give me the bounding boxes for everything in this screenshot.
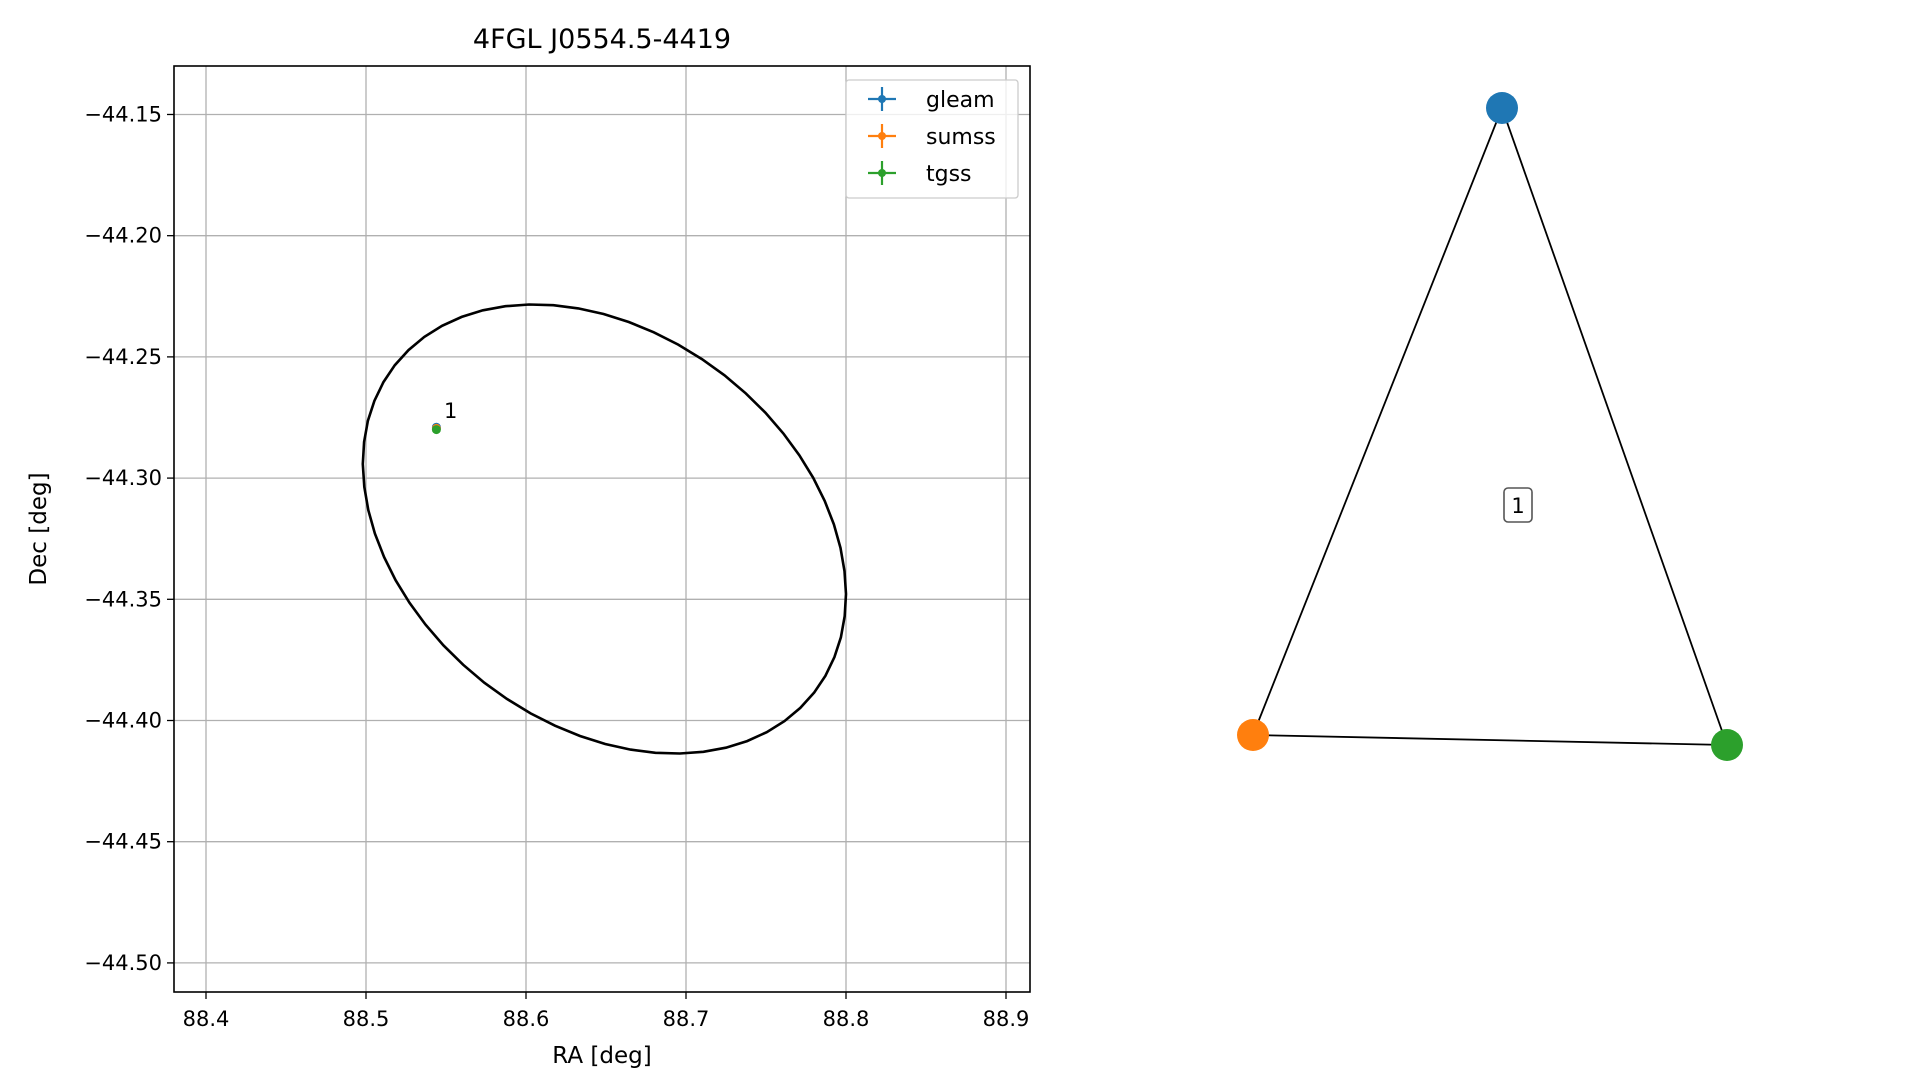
legend-marker-tgss bbox=[878, 169, 886, 177]
y-tick-label: −44.45 bbox=[84, 830, 162, 854]
graph-nodes bbox=[1237, 92, 1743, 761]
data-points bbox=[431, 422, 441, 435]
group-label-text: 1 bbox=[1511, 494, 1524, 518]
legend-label-gleam: gleam bbox=[926, 88, 995, 113]
graph-edge bbox=[1501, 107, 1728, 746]
group-label-box bbox=[1503, 487, 1533, 523]
graph-edges bbox=[1252, 107, 1728, 746]
point-annotation: 1 bbox=[444, 399, 457, 423]
legend-label-tgss: tgss bbox=[926, 162, 972, 187]
legend-frame bbox=[845, 79, 1019, 199]
y-tick-label: −44.30 bbox=[84, 466, 162, 490]
x-tick-label: 88.5 bbox=[343, 1007, 390, 1031]
legend-marker-gleam bbox=[878, 95, 886, 103]
x-tick-label: 88.9 bbox=[983, 1007, 1030, 1031]
graph-node-tgss bbox=[1711, 729, 1743, 761]
y-tick-label: −44.20 bbox=[84, 224, 162, 248]
chart-title: 4FGL J0554.5-4419 bbox=[473, 24, 731, 55]
y-ticks: −44.15 −44.20 −44.25 −44.30 −44.35 −44.40 −44.… bbox=[84, 102, 174, 975]
x-tick-label: 88.6 bbox=[503, 1007, 550, 1031]
y-tick-label: −44.15 bbox=[84, 102, 162, 126]
x-tick-label: 88.4 bbox=[183, 1007, 230, 1031]
group-label: 1 bbox=[1503, 487, 1533, 523]
x-axis-label: RA [deg] bbox=[552, 1043, 651, 1069]
y-tick-label: −44.25 bbox=[84, 345, 162, 369]
plot-frame bbox=[173, 65, 1031, 993]
graph-edge bbox=[1252, 107, 1503, 736]
x-ticks: 88.4 88.5 88.6 88.7 88.8 88.9 bbox=[183, 992, 1030, 1031]
y-tick-label: −44.35 bbox=[84, 587, 162, 611]
x-tick-label: 88.7 bbox=[663, 1007, 710, 1031]
legend-marker-sumss bbox=[878, 132, 886, 140]
point-tgss bbox=[431, 425, 441, 435]
y-tick-label: −44.40 bbox=[84, 709, 162, 733]
grid bbox=[174, 66, 1030, 992]
y-axis-label: Dec [deg] bbox=[26, 472, 52, 585]
legend: gleam sumss tgss bbox=[845, 79, 1019, 199]
legend-label-sumss: sumss bbox=[926, 125, 996, 150]
network-graph: 1 bbox=[1237, 92, 1743, 761]
graph-node-sumss bbox=[1237, 719, 1269, 751]
scatter-plot: 1 88.4 88.5 88.6 88.7 88.8 88.9 −44.15−44.20−… bbox=[26, 24, 1031, 1069]
graph-edge bbox=[1252, 734, 1728, 746]
x-tick-label: 88.8 bbox=[823, 1007, 870, 1031]
y-tick-label: −44.50 bbox=[84, 951, 162, 975]
error-ellipse bbox=[361, 303, 848, 755]
graph-node-gleam bbox=[1486, 92, 1518, 124]
